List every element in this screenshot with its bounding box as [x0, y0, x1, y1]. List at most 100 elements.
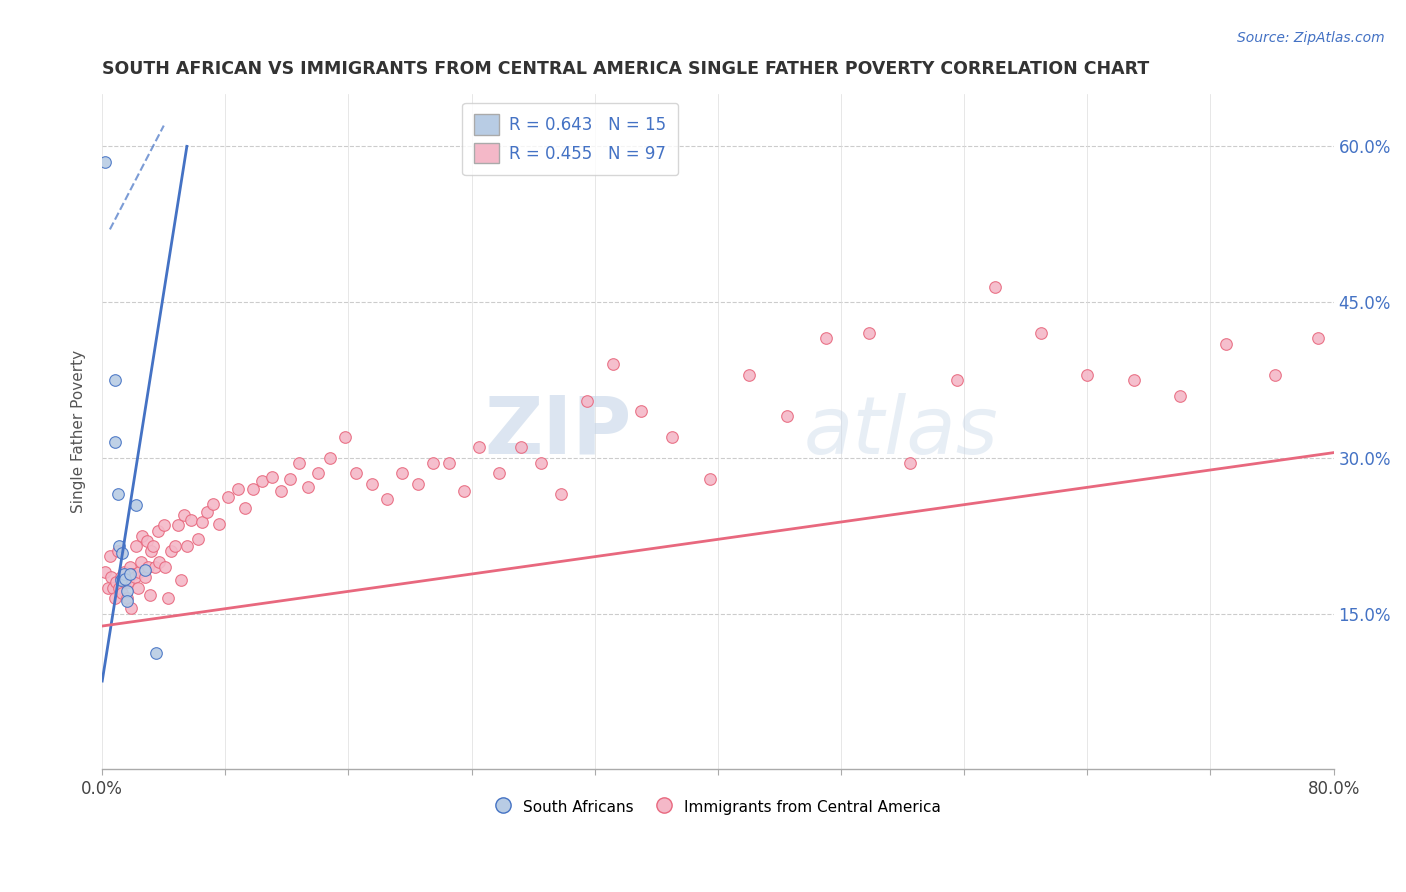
- Point: [738, 368, 761, 382]
- Point: [406, 476, 429, 491]
- Point: [118, 567, 141, 582]
- Point: [858, 326, 880, 341]
- Point: [110, 574, 132, 588]
- Point: [118, 559, 141, 574]
- Point: [437, 456, 460, 470]
- Point: [107, 487, 129, 501]
- Point: [1122, 373, 1144, 387]
- Point: [550, 487, 572, 501]
- Point: [1076, 368, 1098, 382]
- Point: [138, 559, 160, 574]
- Point: [297, 480, 319, 494]
- Point: [125, 539, 148, 553]
- Point: [131, 529, 153, 543]
- Point: [145, 646, 167, 660]
- Point: [103, 435, 125, 450]
- Text: Source: ZipAtlas.com: Source: ZipAtlas.com: [1237, 31, 1385, 45]
- Point: [661, 430, 683, 444]
- Point: [117, 575, 139, 590]
- Point: [148, 555, 170, 569]
- Point: [335, 430, 357, 444]
- Point: [208, 517, 231, 532]
- Point: [176, 539, 198, 553]
- Point: [1168, 388, 1191, 402]
- Point: [344, 467, 367, 481]
- Point: [135, 533, 157, 548]
- Point: [141, 544, 163, 558]
- Point: [115, 591, 138, 605]
- Point: [152, 518, 174, 533]
- Point: [1264, 368, 1286, 382]
- Point: [146, 524, 169, 538]
- Point: [202, 496, 225, 510]
- Point: [124, 570, 146, 584]
- Point: [125, 498, 148, 512]
- Point: [1031, 326, 1053, 341]
- Point: [360, 476, 382, 491]
- Text: ZIP: ZIP: [485, 392, 631, 471]
- Point: [163, 539, 186, 553]
- Point: [984, 279, 1007, 293]
- Point: [100, 570, 122, 584]
- Point: [97, 581, 120, 595]
- Point: [173, 508, 195, 522]
- Point: [530, 456, 553, 470]
- Point: [1308, 331, 1330, 345]
- Point: [509, 441, 531, 455]
- Point: [114, 575, 136, 590]
- Point: [115, 583, 138, 598]
- Point: [242, 482, 264, 496]
- Point: [814, 331, 837, 345]
- Point: [101, 581, 124, 595]
- Point: [630, 404, 652, 418]
- Point: [576, 393, 599, 408]
- Point: [160, 544, 183, 558]
- Point: [128, 565, 150, 579]
- Point: [170, 574, 193, 588]
- Point: [98, 549, 121, 564]
- Point: [180, 513, 202, 527]
- Point: [307, 467, 329, 481]
- Text: SOUTH AFRICAN VS IMMIGRANTS FROM CENTRAL AMERICA SINGLE FATHER POVERTY CORRELATI: SOUTH AFRICAN VS IMMIGRANTS FROM CENTRAL…: [103, 60, 1150, 78]
- Point: [155, 559, 177, 574]
- Point: [195, 505, 218, 519]
- Point: [110, 570, 132, 584]
- Point: [134, 570, 156, 584]
- Point: [129, 555, 152, 569]
- Point: [191, 515, 214, 529]
- Point: [111, 546, 134, 560]
- Point: [127, 581, 149, 595]
- Legend: South Africans, Immigrants from Central America: South Africans, Immigrants from Central …: [489, 791, 946, 822]
- Point: [217, 490, 239, 504]
- Point: [453, 484, 475, 499]
- Point: [278, 472, 301, 486]
- Point: [252, 474, 274, 488]
- Point: [288, 456, 311, 470]
- Point: [120, 601, 142, 615]
- Point: [488, 467, 510, 481]
- Point: [115, 594, 138, 608]
- Text: atlas: atlas: [804, 392, 998, 471]
- Point: [112, 567, 135, 582]
- Point: [112, 565, 135, 579]
- Point: [157, 591, 180, 605]
- Point: [699, 472, 721, 486]
- Point: [1215, 336, 1237, 351]
- Y-axis label: Single Father Poverty: Single Father Poverty: [72, 351, 86, 514]
- Point: [319, 450, 342, 465]
- Point: [139, 588, 162, 602]
- Point: [391, 467, 413, 481]
- Point: [94, 155, 117, 169]
- Point: [134, 563, 156, 577]
- Point: [107, 544, 129, 558]
- Point: [187, 532, 209, 546]
- Point: [108, 539, 131, 553]
- Point: [270, 484, 292, 499]
- Point: [143, 559, 166, 574]
- Point: [111, 586, 134, 600]
- Point: [105, 575, 128, 590]
- Point: [422, 456, 444, 470]
- Point: [114, 572, 136, 586]
- Point: [945, 373, 967, 387]
- Point: [898, 456, 921, 470]
